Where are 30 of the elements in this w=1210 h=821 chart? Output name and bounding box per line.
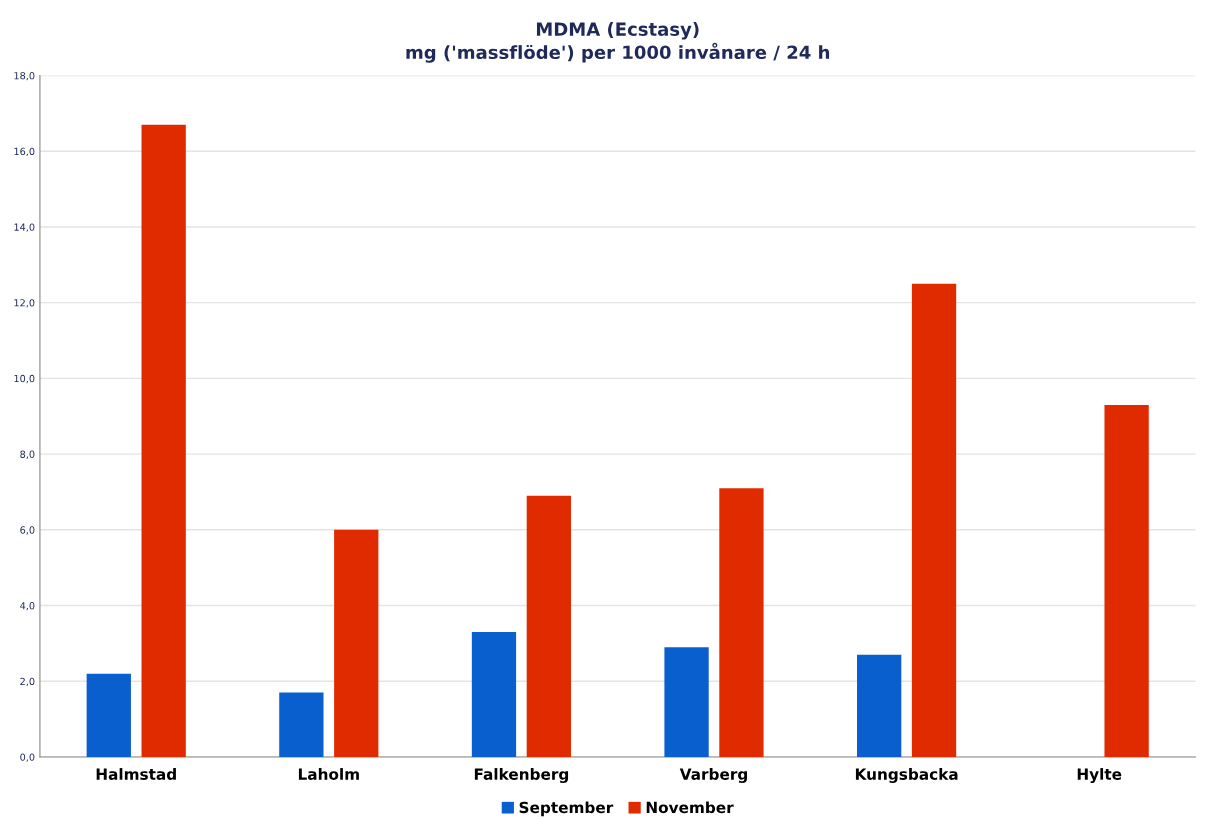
bar <box>1104 404 1149 757</box>
x-tick-label: Hylte <box>1077 768 1122 783</box>
x-tick-label: Falkenberg <box>474 768 569 783</box>
bar <box>719 488 764 757</box>
x-tick-label: Halmstad <box>96 768 176 780</box>
bar <box>664 647 709 757</box>
y-tick-label: 8,0 <box>20 450 35 459</box>
x-tick-label: Laholm <box>298 768 359 780</box>
bar <box>279 692 324 757</box>
bar <box>526 495 571 757</box>
legend-label: November <box>646 801 734 814</box>
y-tick-label: 6,0 <box>20 526 35 535</box>
bar <box>141 124 186 757</box>
y-tick-label: 0,0 <box>20 753 35 762</box>
y-tick-label: 12,0 <box>14 299 35 308</box>
x-tick-label: Kungsbacka <box>855 768 958 783</box>
bar <box>857 654 902 757</box>
y-tick-label: 16,0 <box>14 147 35 157</box>
y-tick-label: 18,0 <box>14 72 35 81</box>
y-tick-label: 2,0 <box>20 677 35 687</box>
bar <box>334 529 379 757</box>
bar <box>86 673 131 757</box>
x-tick-label: Varberg <box>679 768 748 783</box>
bar <box>471 632 517 757</box>
y-tick-label: 10,0 <box>14 374 35 384</box>
legend-label: September <box>519 801 614 817</box>
bar <box>911 283 957 757</box>
y-tick-label: 4,0 <box>20 602 35 611</box>
chart-title: MDMA (Ecstasy) mg ('massflöde') per 1000 invånare / 24 h <box>406 22 830 63</box>
y-tick-label: 14,0 <box>14 223 35 232</box>
